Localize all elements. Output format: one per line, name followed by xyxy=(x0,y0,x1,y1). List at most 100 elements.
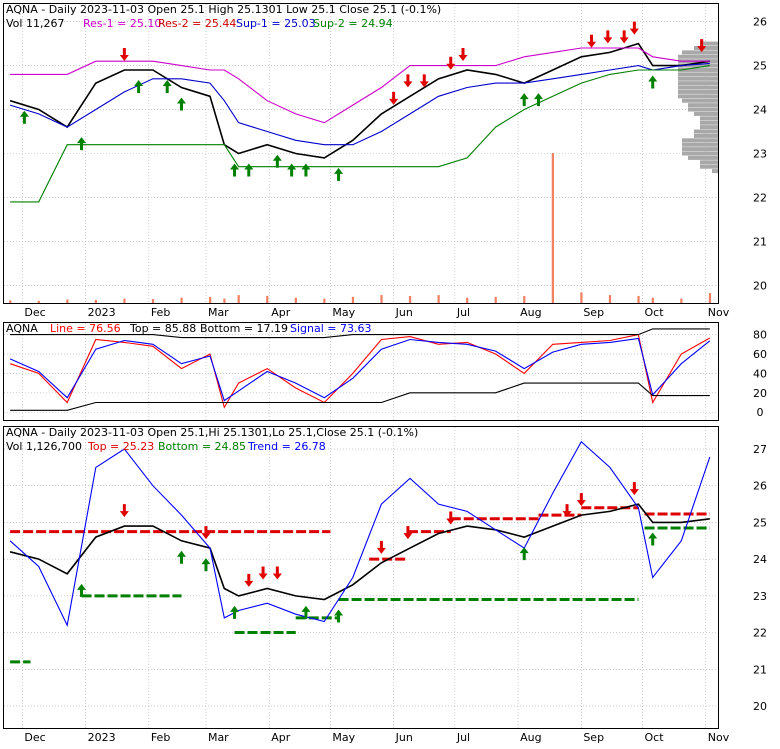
buy-arrow xyxy=(519,547,529,561)
bands-top-label: Top = 25.23 xyxy=(87,440,154,453)
volume-bar xyxy=(708,293,712,303)
volume-bar xyxy=(66,299,69,303)
sell-arrow xyxy=(119,504,129,518)
volume-profile-bar xyxy=(678,89,718,94)
volume-profile-bar xyxy=(682,50,718,55)
sell-arrow xyxy=(446,56,456,70)
volume-profile-bar xyxy=(678,85,718,90)
volume-bar xyxy=(94,299,97,303)
bands-bottom-label: Bottom = 24.85 xyxy=(158,440,246,453)
sell-arrow xyxy=(446,511,456,525)
sell-arrow xyxy=(603,30,613,44)
series-line-0 xyxy=(9,503,710,601)
volume-bar xyxy=(651,297,654,303)
y-tick-label: 80 xyxy=(753,329,767,342)
sell-arrow xyxy=(119,47,129,61)
x-tick-label: Dec xyxy=(24,731,45,744)
x-tick-label: Jun xyxy=(395,306,413,319)
stoch-top-label: Top = 85.88 xyxy=(129,322,196,335)
volume-profile-bar xyxy=(694,111,718,116)
sell-arrow xyxy=(562,504,572,518)
volume-bar xyxy=(9,300,12,303)
price-vol-label: Vol 11,267 xyxy=(6,17,64,30)
sell-arrow xyxy=(244,573,254,587)
buy-arrow xyxy=(301,163,311,177)
x-tick-label: Jul xyxy=(456,306,470,319)
sell-arrow xyxy=(376,540,386,554)
sell-arrow xyxy=(403,74,413,88)
x-tick-label: May xyxy=(332,306,355,319)
volume-profile-bar xyxy=(700,41,718,46)
buy-arrow xyxy=(301,605,311,619)
x-tick-label: Sep xyxy=(583,731,604,744)
volume-bar xyxy=(680,298,683,303)
volume-bar xyxy=(237,295,240,303)
y-tick-label: 23 xyxy=(753,148,767,161)
buy-arrow xyxy=(176,550,186,564)
y-tick-label: 25 xyxy=(753,60,767,73)
y-tick-label: 21 xyxy=(753,663,767,676)
sell-arrow xyxy=(697,39,707,53)
stoch-signal-label: Signal = 73.63 xyxy=(290,322,372,335)
x-tick-label: May xyxy=(332,731,355,744)
y-tick-label: 27 xyxy=(753,443,767,456)
x-tick-label: Jul xyxy=(456,731,470,744)
y-tick-label: 40 xyxy=(753,367,767,380)
buy-arrow xyxy=(19,110,29,124)
bands-vol-label: Vol 1,126,700 xyxy=(6,440,82,453)
x-tick-label: 2023 xyxy=(88,306,116,319)
x-tick-label: Nov xyxy=(708,731,730,744)
buy-arrow xyxy=(533,93,543,107)
stochastic-panel-frame xyxy=(3,322,719,421)
volume-profile-bar xyxy=(682,98,718,103)
buy-arrow xyxy=(230,605,240,619)
buy-arrow xyxy=(201,558,211,572)
x-tick-label: Oct xyxy=(645,731,665,744)
volume-layer xyxy=(9,153,712,303)
volume-bar xyxy=(266,295,269,303)
y-tick-label: 24 xyxy=(753,104,767,117)
volume-bar xyxy=(209,296,212,303)
volume-profile-bar xyxy=(678,67,718,72)
volume-profile-bar xyxy=(678,94,718,99)
price-header-line: AQNA - Daily 2023-11-03 Open 25.1 High 2… xyxy=(6,3,441,16)
buy-arrow xyxy=(244,163,254,177)
volume-bar xyxy=(551,153,554,303)
sell-arrow xyxy=(403,526,413,540)
x-tick-label: Mar xyxy=(208,731,229,744)
x-tick-label: Dec xyxy=(24,306,45,319)
buy-arrow xyxy=(334,167,344,181)
volume-bar xyxy=(380,295,383,303)
series-line-0 xyxy=(9,42,710,159)
buy-arrow xyxy=(162,79,172,93)
series-line-0 xyxy=(9,333,711,409)
sell-arrow xyxy=(458,47,468,61)
volume-bar xyxy=(37,300,40,303)
sell-arrow xyxy=(201,526,211,540)
sup2-label: Sup-2 = 24.94 xyxy=(313,17,393,30)
x-tick-label: Feb xyxy=(151,306,170,319)
sell-arrow xyxy=(629,482,639,496)
x-tick-label: Aug xyxy=(520,306,541,319)
y-tick-label: 20 xyxy=(753,279,767,292)
volume-profile-bar xyxy=(682,142,718,147)
buy-arrow xyxy=(334,609,344,623)
buy-arrow xyxy=(77,137,87,151)
volume-bar xyxy=(351,296,355,303)
sell-arrow xyxy=(576,493,586,507)
volume-bar xyxy=(323,298,326,303)
volume-profile-bar xyxy=(688,155,718,160)
volume-profile-bar xyxy=(700,116,718,121)
series-line-1 xyxy=(9,62,710,146)
x-tick-label: Aug xyxy=(520,731,541,744)
volume-profile-bar xyxy=(700,164,718,169)
grid-layer xyxy=(4,4,718,728)
sell-arrow xyxy=(619,30,629,44)
res2-label: Res-2 = 25.44 xyxy=(158,17,236,30)
bands-header-line: AQNA - Daily 2023-11-03 Open 25.1,Hi 25.… xyxy=(6,426,418,439)
y-tick-label: 22 xyxy=(753,627,767,640)
y-tick-label: 26 xyxy=(753,480,767,493)
volume-bar xyxy=(151,299,155,303)
